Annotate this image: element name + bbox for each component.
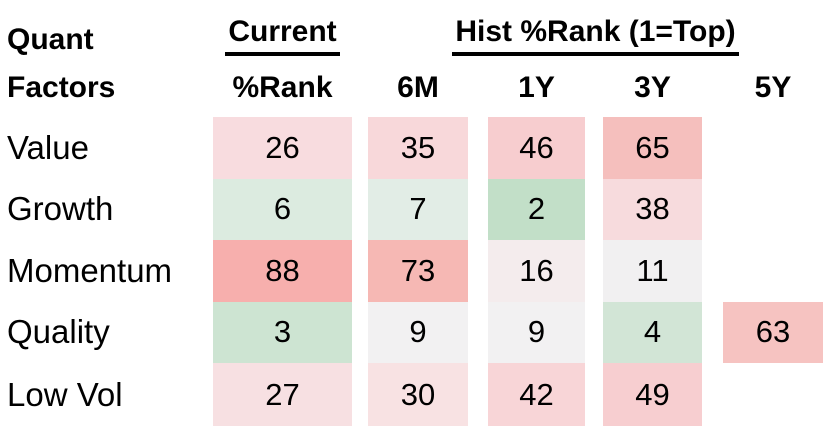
- heatmap-cell: 9: [368, 301, 468, 363]
- row-label: Growth: [7, 190, 114, 228]
- col-header-1y: 1Y: [518, 70, 555, 104]
- heatmap-cell: 27: [213, 363, 352, 426]
- heatmap-cell: 2: [488, 178, 585, 240]
- heatmap-cell: 30: [368, 363, 468, 426]
- heatmap-cell: 65: [603, 117, 702, 179]
- current-group-header-text: Current: [225, 15, 340, 56]
- hist-group-header: Hist %Rank (1=Top): [368, 0, 823, 58]
- heatmap-cell: 49: [603, 363, 702, 426]
- heatmap-cell: 4: [603, 301, 702, 363]
- heatmap-cell: 35: [368, 117, 468, 179]
- heatmap-cell: 16: [488, 240, 585, 302]
- table-title-line2: Factors: [7, 70, 116, 104]
- heatmap-cell: 38: [603, 178, 702, 240]
- current-group-header: Current: [213, 0, 352, 58]
- heatmap-cell: [723, 178, 823, 240]
- heatmap-cell: [723, 117, 823, 179]
- col-header-3y: 3Y: [634, 70, 671, 104]
- row-label: Low Vol: [7, 375, 123, 413]
- heatmap-cell: [723, 240, 823, 302]
- heatmap-cell: 7: [368, 178, 468, 240]
- row-label: Value: [7, 128, 89, 166]
- heatmap-cell: 26: [213, 117, 352, 179]
- row-label: Momentum: [7, 251, 173, 289]
- heatmap-cell: 3: [213, 301, 352, 363]
- col-header-6m: 6M: [397, 70, 439, 104]
- col-header-5y: 5Y: [754, 70, 792, 104]
- heatmap-cell: 6: [213, 178, 352, 240]
- heatmap-cell: [723, 363, 823, 426]
- heatmap-cell: 63: [723, 301, 823, 363]
- heatmap-cell: 11: [603, 240, 702, 302]
- heatmap-cell: 73: [368, 240, 468, 302]
- heatmap-cell: 9: [488, 301, 585, 363]
- heatmap-cell: 88: [213, 240, 352, 302]
- table-title-line1: Quant: [7, 23, 94, 56]
- col-header-current-rank: %Rank: [232, 70, 333, 104]
- heatmap-cell: 46: [488, 117, 585, 179]
- row-label: Quality: [7, 313, 110, 351]
- hist-group-header-text: Hist %Rank (1=Top): [452, 15, 739, 56]
- heatmap-cell: 42: [488, 363, 585, 426]
